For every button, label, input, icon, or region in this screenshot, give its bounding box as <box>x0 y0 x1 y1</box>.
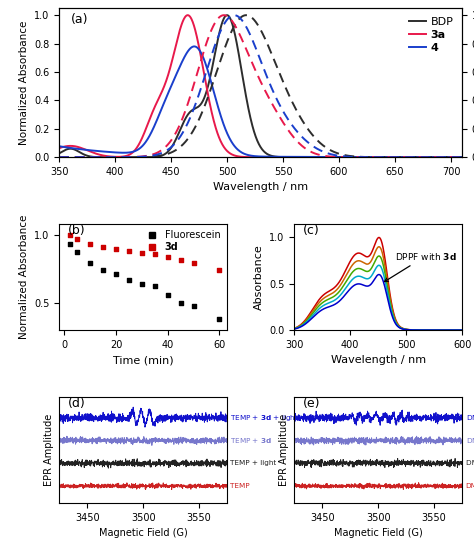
Text: (c): (c) <box>303 224 319 237</box>
Y-axis label: EPR Amplitude: EPR Amplitude <box>44 414 54 486</box>
Y-axis label: EPR Amplitude: EPR Amplitude <box>279 414 289 486</box>
X-axis label: Time (min): Time (min) <box>113 356 173 365</box>
Y-axis label: Absorbance: Absorbance <box>254 244 264 310</box>
Text: DPPF with $\mathbf{3d}$: DPPF with $\mathbf{3d}$ <box>384 251 456 281</box>
Text: DMPO: DMPO <box>465 483 474 489</box>
Legend: BDP, 3a, 4: BDP, 3a, 4 <box>406 13 456 56</box>
Text: (a): (a) <box>71 13 89 26</box>
Point <box>73 235 81 243</box>
Point <box>86 259 94 267</box>
Point <box>86 240 94 249</box>
Point <box>66 230 73 239</box>
X-axis label: Magnetic Field (G): Magnetic Field (G) <box>99 528 188 538</box>
Text: TEMP + $\mathbf{3d}$ + light: TEMP + $\mathbf{3d}$ + light <box>230 413 300 423</box>
Y-axis label: Normalized Absorbance: Normalized Absorbance <box>18 215 28 339</box>
Point <box>190 259 197 267</box>
Point <box>164 291 172 299</box>
Point <box>125 246 133 255</box>
Text: (e): (e) <box>303 397 320 410</box>
Text: TEMP + $\mathbf{3d}$: TEMP + $\mathbf{3d}$ <box>230 436 273 445</box>
Point <box>73 248 81 257</box>
Point <box>112 270 120 279</box>
Point <box>66 240 73 249</box>
Point <box>151 250 159 259</box>
Text: DMPO + $\mathbf{3d}$: DMPO + $\mathbf{3d}$ <box>465 436 474 445</box>
X-axis label: Wavelength / nm: Wavelength / nm <box>331 356 426 365</box>
Text: DMPO + $\mathbf{3d}$ + light: DMPO + $\mathbf{3d}$ + light <box>465 413 474 423</box>
Point <box>177 256 184 264</box>
X-axis label: Wavelength / nm: Wavelength / nm <box>213 182 308 193</box>
Point <box>177 299 184 307</box>
Text: (d): (d) <box>68 397 85 410</box>
Point <box>100 243 107 251</box>
Text: DMPO + light: DMPO + light <box>465 460 474 466</box>
Text: (b): (b) <box>68 224 85 237</box>
Text: TEMP: TEMP <box>230 483 250 489</box>
Y-axis label: Normalized Absorbance: Normalized Absorbance <box>18 20 28 145</box>
Point <box>151 282 159 291</box>
Point <box>190 301 197 310</box>
Point <box>125 276 133 285</box>
Point <box>164 253 172 261</box>
Point <box>138 280 146 289</box>
Text: TEMP + light: TEMP + light <box>230 460 277 466</box>
Point <box>216 266 223 274</box>
Legend: Fluorescein, 3d: Fluorescein, 3d <box>140 229 222 254</box>
Point <box>216 315 223 323</box>
Point <box>100 266 107 274</box>
Point <box>112 245 120 253</box>
X-axis label: Magnetic Field (G): Magnetic Field (G) <box>334 528 423 538</box>
Point <box>138 249 146 257</box>
